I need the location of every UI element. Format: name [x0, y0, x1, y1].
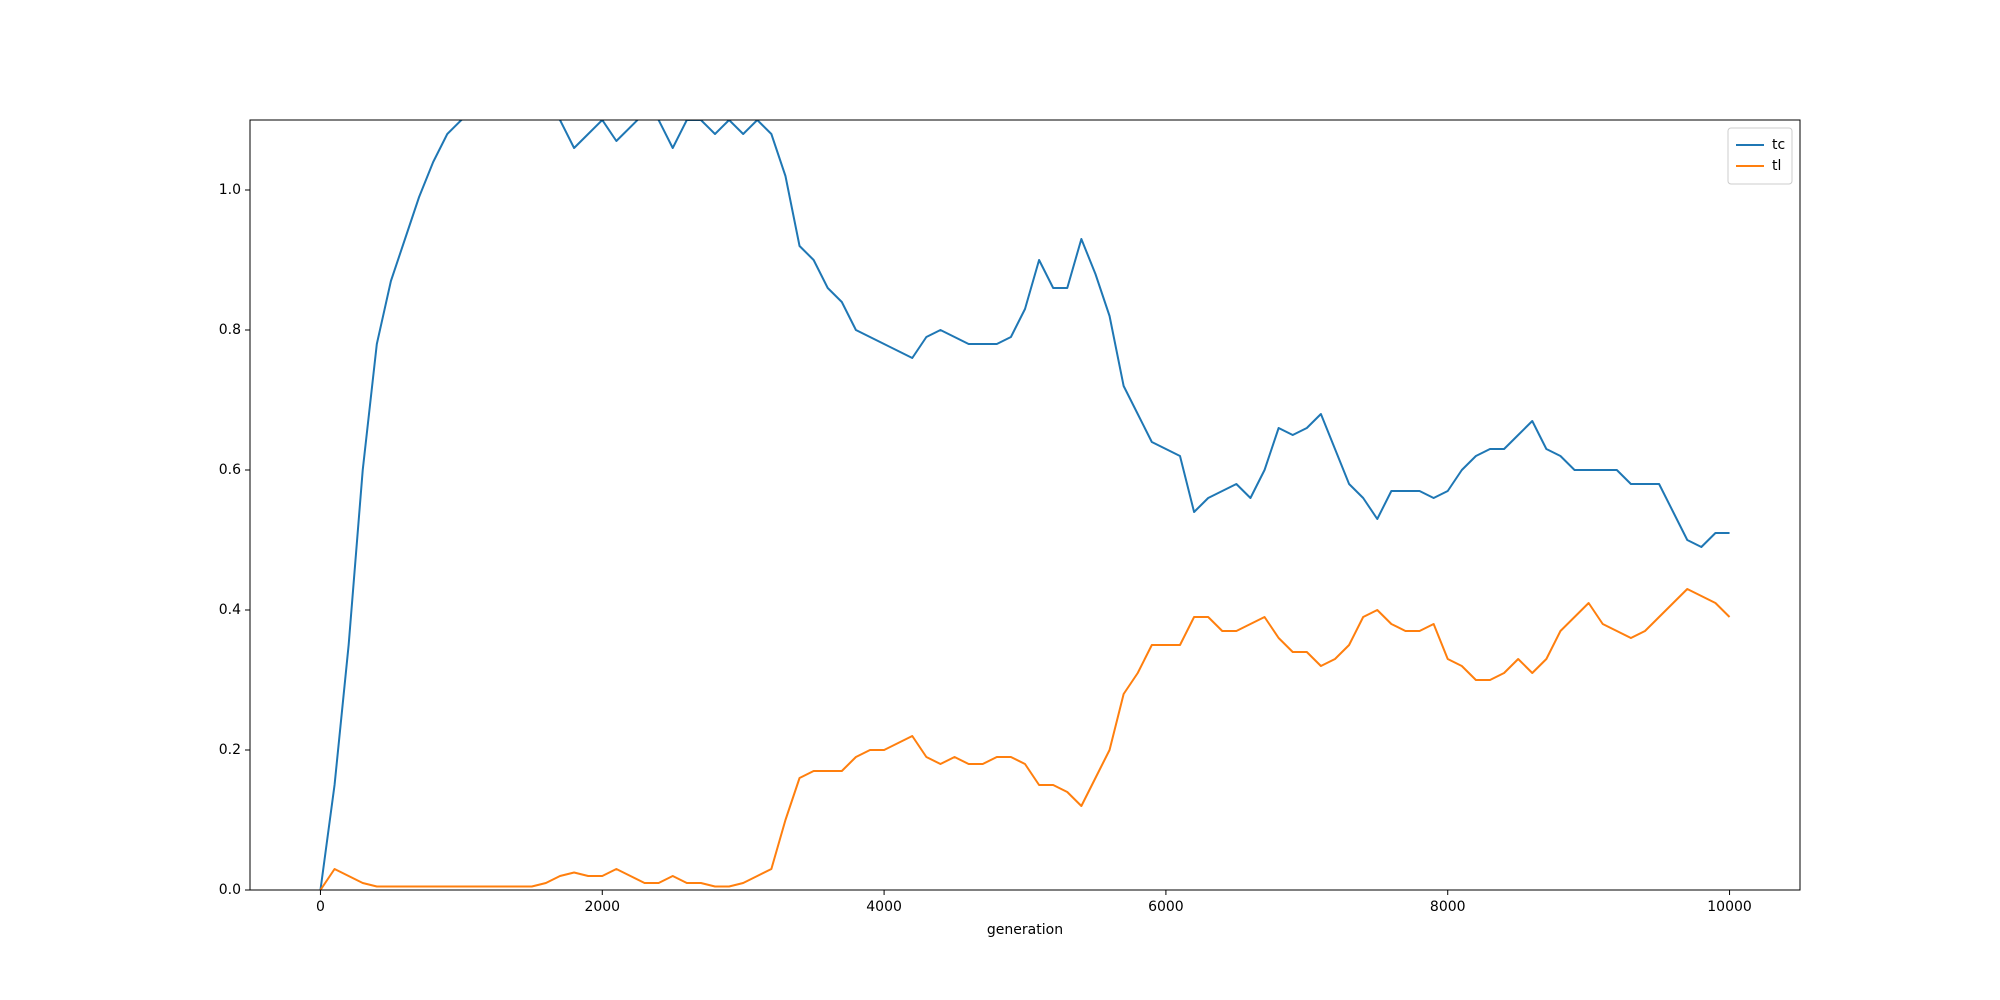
y-tick-label: 0.8	[219, 322, 241, 338]
x-tick-label: 0	[316, 899, 325, 915]
legend-label: tl	[1772, 158, 1781, 174]
axes-frame	[249, 119, 1801, 891]
y-tick-label: 0.0	[219, 882, 241, 898]
x-tick-label: 10000	[1707, 899, 1752, 915]
plot-area	[319, 120, 1731, 890]
y-tick-label: 0.4	[219, 602, 241, 618]
x-tick-label: 2000	[584, 899, 620, 915]
y-tick-label: 0.6	[219, 462, 241, 478]
x-tick-label: 4000	[866, 899, 902, 915]
series-line	[319, 120, 1730, 890]
legend-box	[1727, 127, 1793, 185]
legend-label: tc	[1772, 137, 1785, 153]
y-tick-label: 0.2	[219, 742, 241, 758]
series-line	[319, 588, 1731, 890]
x-tick-label: 8000	[1430, 899, 1466, 915]
x-axis-label: generation	[987, 922, 1063, 938]
y-tick-label: 1.0	[219, 182, 241, 198]
x-tick-label: 6000	[1148, 899, 1184, 915]
